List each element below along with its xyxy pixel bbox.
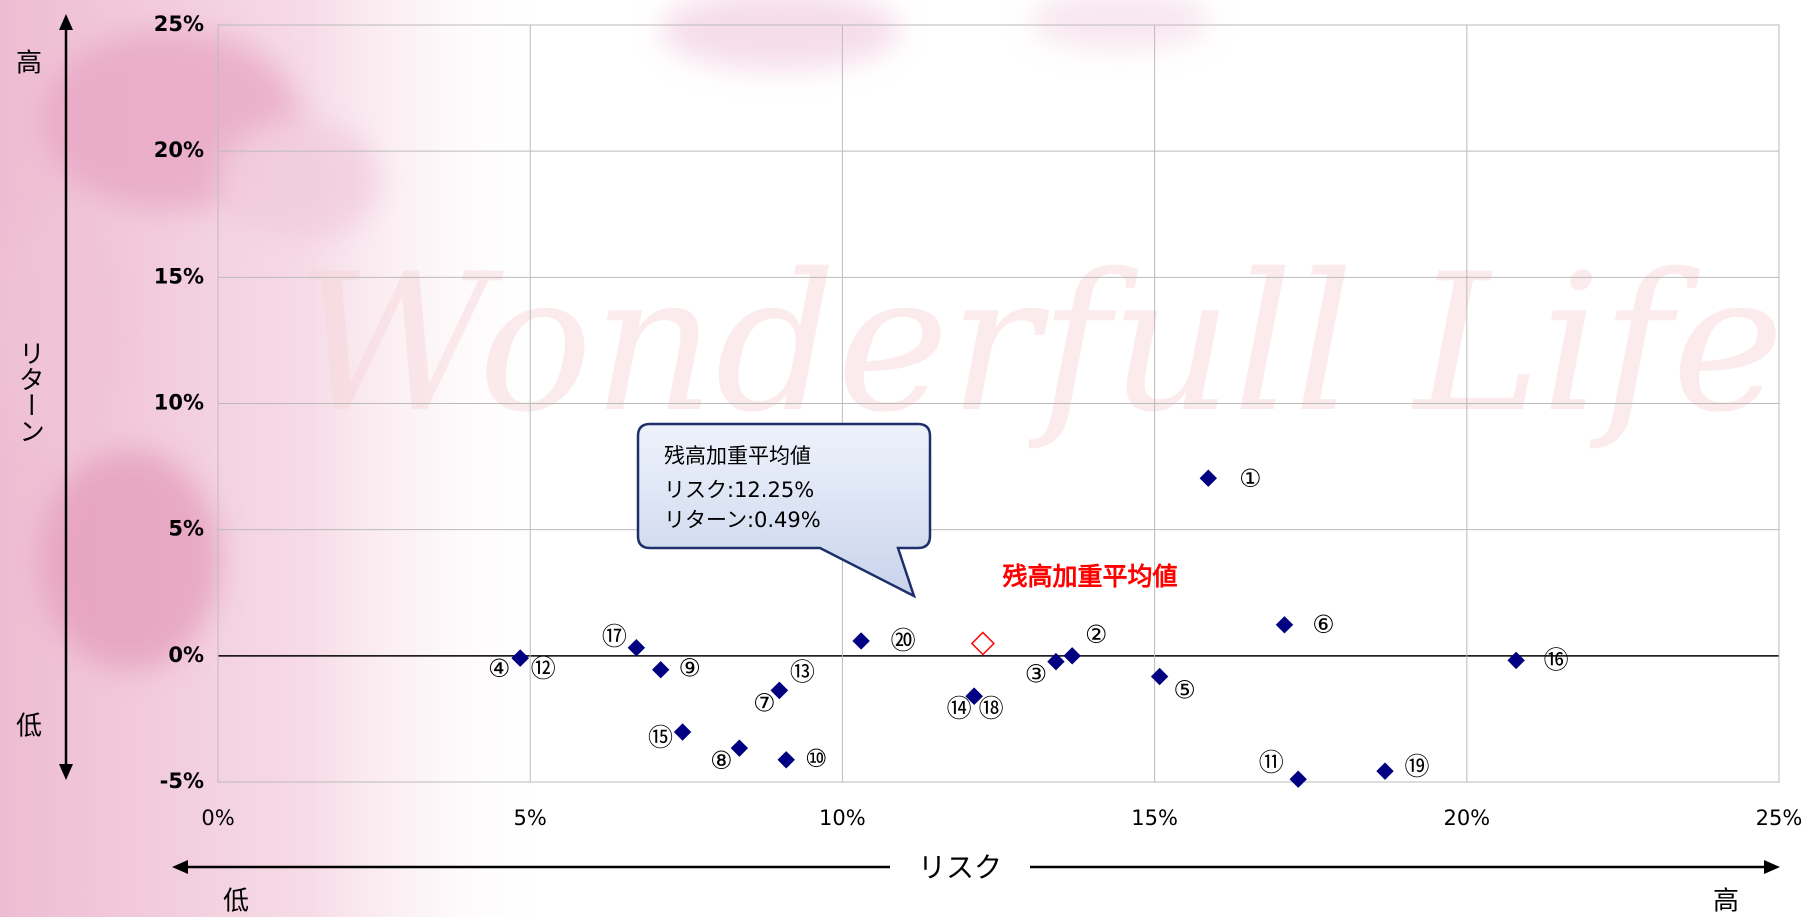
point — [627, 639, 646, 657]
point-label: ② — [1085, 620, 1107, 649]
y-arrow-head — [59, 764, 73, 780]
point — [852, 632, 870, 650]
x-arrow-head — [1764, 860, 1780, 874]
point — [651, 661, 670, 679]
point — [730, 739, 749, 757]
x-arrow-head — [172, 860, 188, 874]
x-tick-label: 20% — [1443, 806, 1490, 830]
point — [965, 687, 983, 705]
point-label: ⑯ — [1544, 645, 1569, 674]
callout-line: 残高加重平均値 — [664, 444, 811, 468]
callout-line: リターン:0.49% — [664, 508, 821, 532]
y-tick-label: 10% — [154, 391, 204, 415]
average-label: 残高加重平均値 — [1002, 562, 1177, 591]
y-tick-label: 15% — [154, 264, 204, 288]
point — [777, 751, 795, 769]
point — [970, 631, 995, 656]
point-label: ⑲ — [1404, 752, 1429, 781]
x-low: 低 — [223, 887, 249, 917]
point-label: ① — [1239, 464, 1261, 493]
y-tick-label: 5% — [168, 517, 204, 541]
point-label: ⑬ — [790, 657, 815, 686]
point — [1507, 651, 1525, 670]
callout-line: リスク:12.25% — [664, 478, 814, 502]
point — [1376, 762, 1394, 780]
x-tick-label: 10% — [819, 806, 866, 830]
point — [1289, 770, 1307, 788]
point-label: ⑳ — [891, 626, 916, 655]
point-label: ⑭ — [947, 694, 972, 723]
point-label: ⑪ — [1259, 748, 1284, 777]
y-arrow-head — [59, 14, 73, 30]
y-tick-label: 25% — [154, 12, 204, 36]
y-low: 低 — [16, 712, 42, 742]
point-label: ⑱ — [979, 694, 1004, 723]
x-tick-label: 0% — [201, 806, 234, 830]
point — [1063, 647, 1081, 665]
background — [0, 0, 1210, 917]
point-label: ⑩ — [805, 744, 827, 773]
x-high: 高 — [1713, 887, 1739, 917]
point-label: ③ — [1025, 660, 1047, 689]
x-tick-label: 5% — [514, 806, 547, 830]
x-tick-label: 25% — [1756, 806, 1803, 830]
point-label: ④ — [488, 654, 510, 683]
y-tick-label: 0% — [168, 643, 204, 667]
point-label: ⑧ — [710, 746, 732, 775]
point — [673, 723, 692, 741]
point-label: ⑤ — [1173, 676, 1195, 705]
point-label: ⑦ — [753, 688, 775, 717]
point — [1150, 667, 1169, 686]
point-label: ⑫ — [531, 654, 556, 683]
y-tick-label: 20% — [154, 138, 204, 162]
point — [511, 649, 529, 667]
point — [1199, 469, 1218, 487]
point-label: ⑥ — [1312, 610, 1334, 639]
callout: 残高加重平均値 リスク:12.25% リターン:0.49% — [636, 422, 932, 599]
y-axis-label: リターン — [15, 340, 45, 444]
watermark: Wonderfull Life — [296, 233, 1784, 454]
x-tick-label: 15% — [1131, 806, 1178, 830]
point — [770, 681, 789, 700]
point-label: ⑰ — [602, 622, 627, 651]
point — [1275, 616, 1294, 634]
y-tick-label: -5% — [160, 769, 204, 793]
y-high: 高 — [16, 49, 42, 79]
x-axis-label: リスク — [918, 851, 1002, 884]
point-label: ⑮ — [648, 723, 673, 752]
point-label: ⑨ — [678, 654, 700, 683]
point — [1047, 652, 1065, 671]
